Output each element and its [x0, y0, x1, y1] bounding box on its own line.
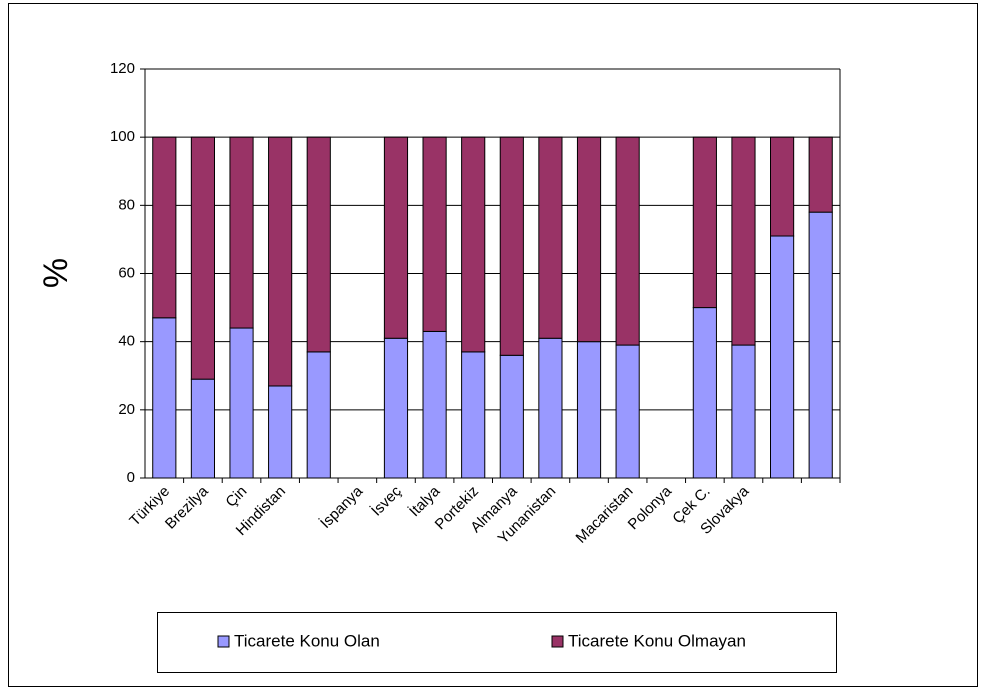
- legend-label: Ticarete Konu Olan: [234, 631, 380, 650]
- y-tick-label: 60: [118, 264, 135, 281]
- bar-segment: [461, 351, 486, 479]
- y-tick-label: 120: [110, 60, 135, 77]
- bar-segment: [731, 136, 756, 346]
- bar-segment: [152, 136, 177, 319]
- bar-segment: [692, 307, 717, 479]
- bar-segment: [422, 136, 447, 332]
- bar-segment: [615, 136, 640, 346]
- bar-segment: [538, 337, 563, 479]
- bar-segment: [615, 344, 640, 479]
- bar-segment: [499, 354, 524, 479]
- bar-segment: [770, 235, 795, 479]
- bar-segment: [306, 351, 331, 479]
- bar-segment: [229, 327, 254, 479]
- bar-segment: [190, 136, 215, 380]
- bar-segment: [190, 378, 215, 479]
- bar-segment: [422, 330, 447, 479]
- legend-swatch: [217, 635, 230, 648]
- bar-segment: [808, 136, 833, 213]
- bar-segment: [229, 136, 254, 329]
- bar-segment: [576, 341, 602, 479]
- bar-segment: [692, 136, 717, 309]
- bar-segment: [461, 136, 486, 353]
- bar-segment: [808, 211, 833, 479]
- bar-segment: [383, 136, 409, 339]
- legend-swatch: [551, 635, 564, 648]
- bar-segment: [306, 136, 331, 353]
- y-tick-label: 40: [118, 333, 135, 350]
- y-tick-label: 20: [118, 401, 135, 418]
- legend-box: [157, 612, 837, 673]
- y-tick-label: 80: [118, 196, 135, 213]
- bar-segment: [268, 385, 293, 479]
- y-tick-label: 100: [110, 128, 135, 145]
- legend-label: Ticarete Konu Olmayan: [568, 631, 746, 650]
- y-tick-label: 0: [127, 469, 135, 486]
- bar-segment: [538, 136, 563, 339]
- bar-segment: [383, 337, 409, 479]
- bar-segment: [576, 136, 602, 343]
- bar-segment: [499, 136, 524, 356]
- bar-segment: [731, 344, 756, 479]
- bar-segment: [152, 317, 177, 479]
- bar-segment: [268, 136, 293, 387]
- y-axis-label: %: [37, 258, 75, 288]
- bar-segment: [770, 136, 795, 237]
